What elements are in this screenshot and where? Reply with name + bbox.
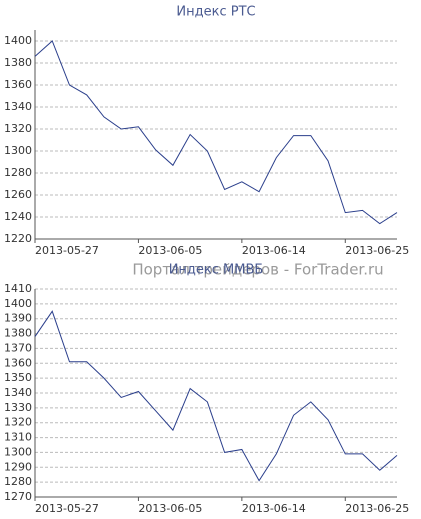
y-tick-label: 1400 [4,297,32,310]
x-tick-label: 2013-05-27 [35,244,99,257]
chart-title: Индекс РТС [176,5,255,20]
y-tick-label: 1330 [4,401,32,414]
y-tick-label: 1300 [4,445,32,458]
watermark: Портал трейдеров - ForTrader.ru [132,261,383,279]
y-tick-label: 1290 [4,460,32,473]
y-tick-label: 1360 [4,356,32,369]
chart-title: Индекс ММВБ [169,263,264,278]
y-tick-label: 1400 [4,34,32,47]
y-tick-label: 1380 [4,327,32,340]
y-tick-label: 1340 [4,100,32,113]
line-series [34,310,398,482]
line-series [34,40,398,225]
x-tick-label: 2013-06-25 [345,502,409,515]
x-tick-label: 2013-06-25 [345,244,409,257]
x-tick-label: 2013-06-05 [138,502,202,515]
y-tick-label: 1260 [4,188,32,201]
x-tick-label: 2013-06-14 [242,244,306,257]
y-tick-label: 1340 [4,386,32,399]
y-tick-label: 1240 [4,210,32,223]
y-tick-label: 1320 [4,122,32,135]
y-tick-label: 1280 [4,166,32,179]
y-tick-label: 1300 [4,144,32,157]
y-tick-label: 1220 [4,232,32,245]
y-tick-label: 1390 [4,312,32,325]
y-tick-label: 1410 [4,282,32,295]
y-tick-label: 1370 [4,341,32,354]
y-tick-label: 1350 [4,371,32,384]
x-tick-label: 2013-05-27 [35,502,99,515]
y-tick-label: 1310 [4,431,32,444]
y-tick-label: 1280 [4,475,32,488]
y-tick-label: 1360 [4,78,32,91]
y-tick-label: 1270 [4,490,32,503]
x-tick-label: 2013-06-14 [242,502,306,515]
y-tick-label: 1320 [4,416,32,429]
y-tick-label: 1380 [4,56,32,69]
x-tick-label: 2013-06-05 [138,244,202,257]
